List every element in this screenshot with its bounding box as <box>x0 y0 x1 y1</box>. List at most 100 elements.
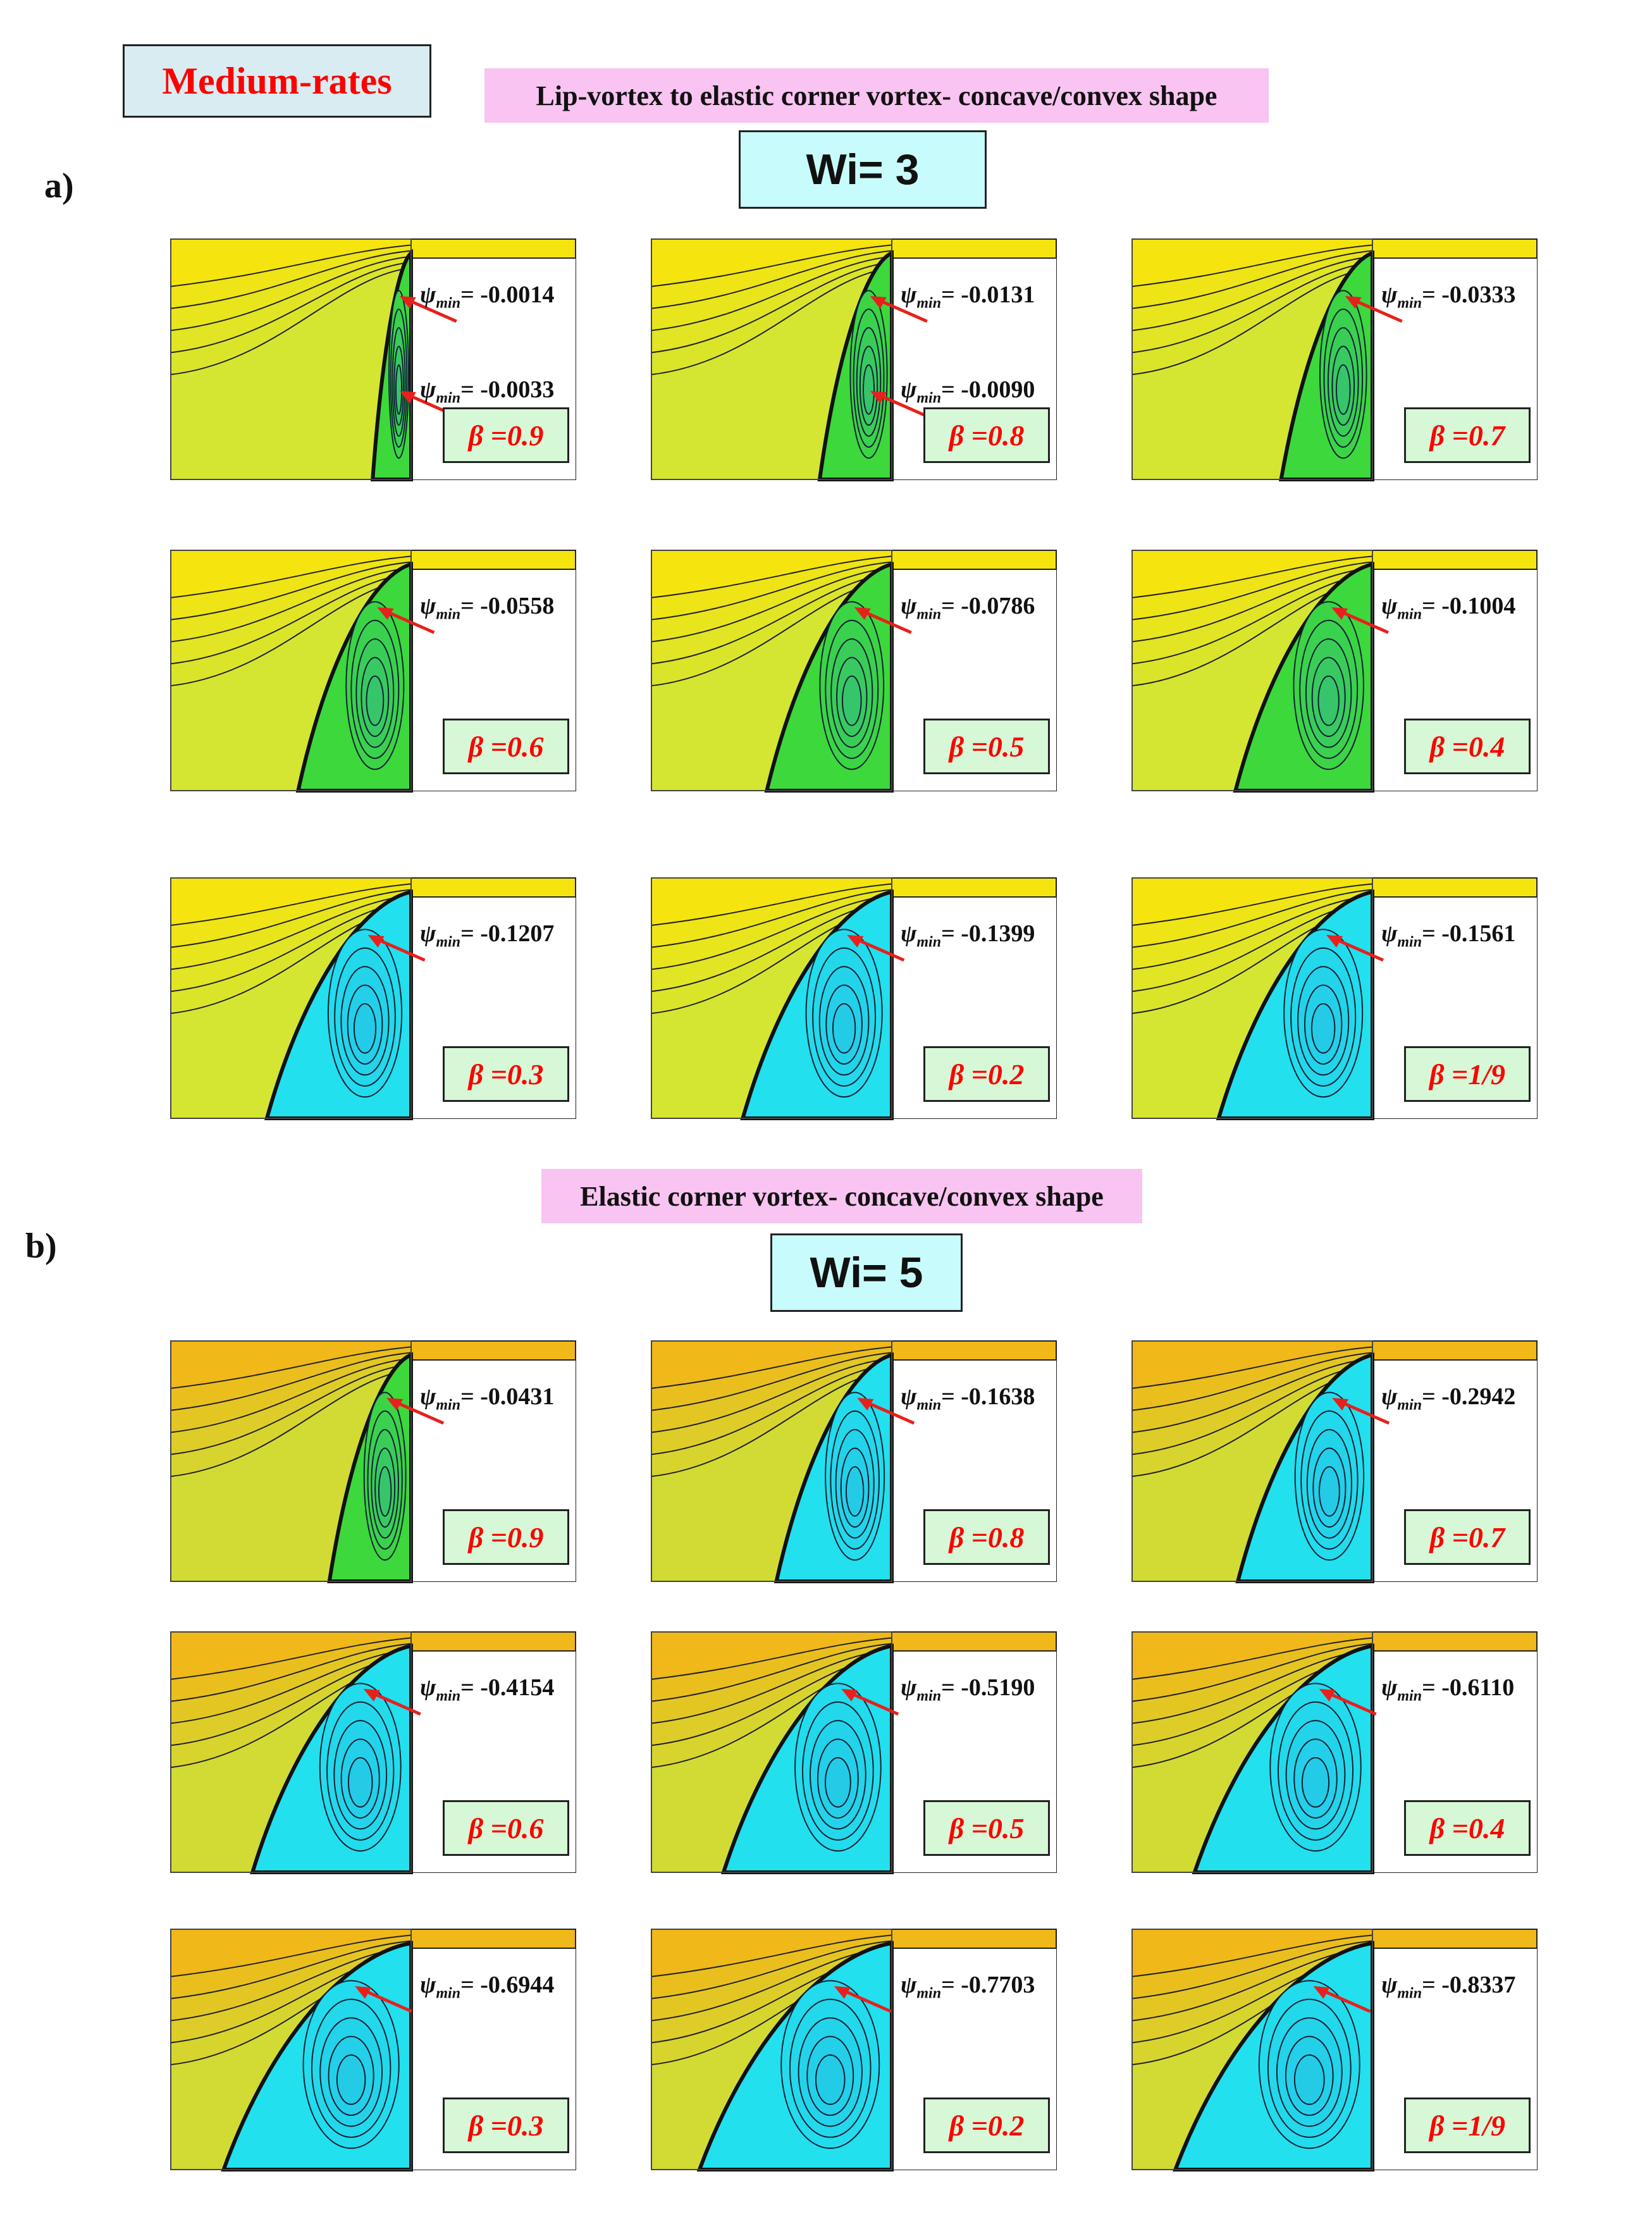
plot-frame <box>170 1631 412 1873</box>
banner-b: Elastic corner vortex- concave/convex sh… <box>541 1169 1142 1223</box>
downstream-channel <box>1372 550 1538 570</box>
psi-subscript: min <box>1397 1397 1422 1414</box>
psi-subscript: min <box>436 390 461 407</box>
psi-arrow-head <box>377 607 394 620</box>
vortex-contour <box>1301 1757 1330 1808</box>
psi-symbol: ψ <box>901 281 917 308</box>
psi-symbol: ψ <box>901 1972 917 1998</box>
banner-a: Lip-vortex to elastic corner vortex- con… <box>484 68 1269 123</box>
psi-subscript: min <box>1397 295 1422 312</box>
beta-label: β =0.3 <box>443 2097 569 2153</box>
vortex-contour <box>336 2054 366 2105</box>
vortex-contour <box>824 1757 851 1808</box>
plot-frame <box>170 1340 412 1582</box>
plot-frame <box>651 1340 892 1582</box>
downstream-channel <box>891 877 1057 898</box>
psi-subscript: min <box>916 934 942 951</box>
vortex-contour <box>832 1003 856 1054</box>
downstream-channel <box>1372 1340 1538 1361</box>
downstream-channel <box>410 877 576 898</box>
plot-frame <box>1131 1340 1373 1582</box>
psi-symbol: ψ <box>1381 1972 1398 1998</box>
wi-b-label: Wi= 5 <box>810 1249 923 1297</box>
beta-label: β =1/9 <box>1404 1046 1531 1102</box>
downstream-wall <box>1372 1910 1537 1929</box>
psi-min-label: ψmin= -0.1004 <box>1381 592 1515 624</box>
psi-symbol: ψ <box>1381 281 1398 308</box>
psi-symbol: ψ <box>901 593 917 619</box>
psi-min-label: ψmin= -0.0558 <box>420 592 554 624</box>
psi-subscript: min <box>916 1688 942 1705</box>
downstream-wall <box>892 1910 1056 1929</box>
psi-arrow-head <box>870 391 887 404</box>
psi-arrow-head <box>857 1398 874 1411</box>
psi-min-label: ψmin= -0.2942 <box>1381 1383 1515 1414</box>
psi-symbol: ψ <box>901 920 917 947</box>
psi-value: = -0.6944 <box>460 1972 555 1998</box>
psi-value: = -0.8337 <box>1422 1972 1516 1998</box>
psi-arrow-head <box>399 391 416 404</box>
vortex-contour <box>1310 1003 1336 1054</box>
psi-subscript: min <box>916 1397 942 1414</box>
beta-label: β =0.9 <box>443 1509 569 1565</box>
psi-min-label: ψmin= -0.0090 <box>901 376 1035 407</box>
psi-symbol: ψ <box>420 593 436 619</box>
streamline-panel: ψmin= -0.2942 β =0.7 <box>1131 1322 1600 1600</box>
beta-label: β =0.9 <box>443 407 569 463</box>
psi-arrow <box>404 297 457 323</box>
psi-value: = -0.0090 <box>941 376 1035 403</box>
downstream-wall <box>892 220 1056 239</box>
psi-arrow <box>1336 608 1390 634</box>
downstream-wall <box>411 531 576 550</box>
psi-arrow-head <box>386 1398 404 1411</box>
streamline-panel: ψmin= -0.1207 β =0.3 <box>170 859 639 1137</box>
plot-frame <box>1131 1929 1373 2170</box>
psi-value: = -0.0033 <box>460 376 555 403</box>
section-b-label: b) <box>25 1226 57 1266</box>
psi-subscript: min <box>436 934 461 951</box>
downstream-wall <box>892 1613 1056 1632</box>
streamline-panel: ψmin= -0.6944 β =0.3 <box>170 1910 639 2189</box>
downstream-wall <box>892 1322 1056 1341</box>
streamline-panel: ψmin= -0.0558 β =0.6 <box>170 531 639 810</box>
vortex-contour <box>1318 1466 1340 1517</box>
vortex-contour <box>1335 364 1351 415</box>
psi-arrow <box>851 936 905 962</box>
psi-symbol: ψ <box>420 1972 436 1998</box>
psi-min-label: ψmin= -0.1399 <box>901 920 1035 951</box>
vortex-contour <box>862 364 875 415</box>
beta-label: β =0.8 <box>923 1509 1050 1565</box>
psi-value: = -0.0333 <box>1422 281 1516 308</box>
psi-arrow <box>861 1399 915 1425</box>
psi-arrow <box>858 608 912 634</box>
rate-label: Medium-rates <box>162 59 392 102</box>
plot-frame <box>651 1929 892 2170</box>
psi-subscript: min <box>436 295 461 312</box>
psi-arrow <box>846 1690 899 1716</box>
beta-label: β =0.3 <box>443 1046 569 1102</box>
psi-symbol: ψ <box>420 281 436 308</box>
beta-label: β =0.4 <box>1404 1800 1531 1856</box>
streamline-contour-plot <box>170 1613 576 1874</box>
plot-frame <box>651 238 892 480</box>
psi-symbol: ψ <box>1381 593 1398 619</box>
streamline-panel: ψmin= -0.8337 β =1/9 <box>1131 1910 1600 2189</box>
psi-arrow <box>1331 936 1384 962</box>
plot-frame <box>1131 1631 1373 1873</box>
downstream-channel <box>410 238 576 259</box>
streamline-panel: ψmin= -0.0014 ψmin= -0.0033 β =0.9 <box>170 220 639 498</box>
plot-frame <box>1131 877 1373 1119</box>
downstream-channel <box>1372 1631 1538 1652</box>
downstream-wall <box>411 859 576 878</box>
beta-label: β =0.2 <box>923 1046 1050 1102</box>
psi-arrow <box>874 297 928 323</box>
psi-arrow <box>1349 297 1403 323</box>
psi-arrow <box>367 1690 421 1716</box>
downstream-wall <box>411 1613 576 1632</box>
streamline-panel: ψmin= -0.1004 β =0.4 <box>1131 531 1600 810</box>
psi-arrow-head <box>1331 607 1348 620</box>
plot-frame <box>170 238 412 480</box>
plot-frame <box>170 550 412 791</box>
downstream-channel <box>1372 877 1538 898</box>
downstream-wall <box>1372 220 1537 239</box>
